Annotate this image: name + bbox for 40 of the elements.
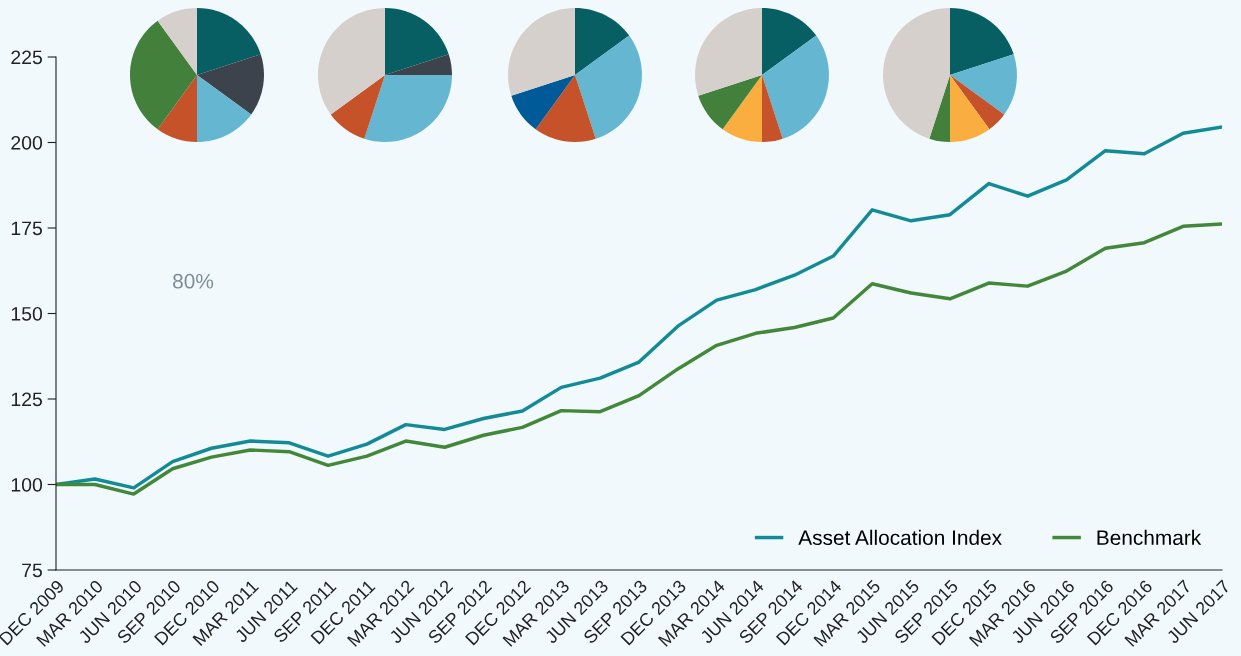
pie-slice (385, 8, 449, 75)
pie-slice (197, 54, 264, 115)
pie-slice (762, 8, 817, 75)
pie-slice (330, 75, 385, 139)
y-tick-label: 200 (11, 135, 43, 150)
pie-slice (698, 75, 762, 130)
pie-slice (157, 75, 197, 142)
pie-slice (364, 75, 452, 142)
y-tick-label: 175 (11, 221, 42, 236)
pie-slice (318, 8, 385, 115)
pie-slice (950, 54, 1017, 115)
pie-slice (385, 54, 452, 75)
legend-label: Asset Allocation Index (798, 529, 1002, 546)
legend-label: Benchmark (1097, 529, 1202, 546)
line-series (56, 125, 1222, 490)
pie-slice (575, 8, 630, 75)
pie-slice (575, 35, 642, 139)
pie-slice (157, 8, 197, 75)
pie-slice (535, 75, 596, 142)
annotation: 80% (173, 273, 214, 289)
pie-slice (722, 75, 762, 142)
pie-slice (929, 75, 950, 142)
pie-slice (950, 75, 990, 142)
pie-slice (130, 20, 197, 130)
pie-slice (695, 8, 762, 96)
pie-slice (197, 75, 252, 142)
pie-slice (197, 8, 261, 75)
y-tick-label: 225 (11, 50, 42, 65)
pie-slice (508, 8, 575, 96)
line-series (56, 222, 1222, 496)
pie-slice (762, 75, 783, 142)
pie-slice (950, 75, 1005, 130)
y-tick-label: 125 (11, 392, 42, 407)
pie-slice (511, 75, 575, 130)
y-tick-label: 150 (11, 306, 43, 321)
pie-slice (883, 8, 950, 139)
pie-slice (762, 35, 829, 139)
y-tick-label: 75 (22, 563, 42, 578)
y-tick-label: 100 (11, 477, 43, 492)
pie-slice (950, 8, 1014, 75)
